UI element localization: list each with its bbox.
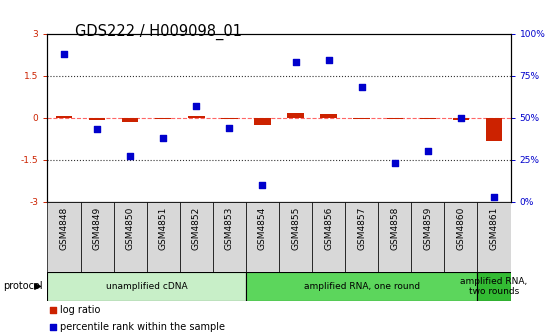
Bar <box>486 118 502 141</box>
Bar <box>188 116 205 118</box>
Text: GSM4851: GSM4851 <box>158 207 168 250</box>
Bar <box>312 202 345 276</box>
Bar <box>345 202 378 276</box>
Bar <box>420 118 436 119</box>
Text: amplified RNA,
two rounds: amplified RNA, two rounds <box>460 277 528 296</box>
Bar <box>155 118 171 119</box>
Bar <box>221 118 238 119</box>
Text: GDS222 / H009098_01: GDS222 / H009098_01 <box>75 24 242 40</box>
Point <box>424 149 432 154</box>
Bar <box>114 202 147 276</box>
Point <box>225 125 234 130</box>
Bar <box>56 116 72 118</box>
Point <box>49 307 57 312</box>
Bar <box>478 272 511 301</box>
Bar <box>287 113 304 118</box>
Bar <box>453 118 469 120</box>
Bar <box>279 202 312 276</box>
Point <box>390 160 399 166</box>
Bar <box>213 202 246 276</box>
Bar <box>89 118 105 120</box>
Point <box>357 85 366 90</box>
Text: GSM4852: GSM4852 <box>192 207 201 250</box>
Point <box>192 103 201 109</box>
Bar <box>180 202 213 276</box>
Text: amplified RNA, one round: amplified RNA, one round <box>304 282 420 291</box>
Bar <box>353 118 370 119</box>
Text: protocol: protocol <box>3 282 42 291</box>
Point <box>158 135 167 140</box>
Bar <box>122 118 138 122</box>
Text: GSM4854: GSM4854 <box>258 207 267 250</box>
Text: GSM4855: GSM4855 <box>291 207 300 250</box>
Text: GSM4850: GSM4850 <box>126 207 134 250</box>
Bar <box>411 202 444 276</box>
Bar <box>478 202 511 276</box>
Bar <box>147 202 180 276</box>
Text: GSM4858: GSM4858 <box>390 207 400 250</box>
Point <box>324 58 333 63</box>
Point <box>126 154 134 159</box>
Text: GSM4856: GSM4856 <box>324 207 333 250</box>
Bar <box>80 202 114 276</box>
Point <box>60 51 69 56</box>
Bar <box>320 114 337 118</box>
Text: GSM4861: GSM4861 <box>489 207 498 250</box>
Bar <box>444 202 478 276</box>
Bar <box>246 202 279 276</box>
Bar <box>246 272 478 301</box>
Text: log ratio: log ratio <box>60 305 101 315</box>
Point <box>456 115 465 120</box>
Text: GSM4848: GSM4848 <box>60 207 69 250</box>
Text: GSM4859: GSM4859 <box>424 207 432 250</box>
Text: GSM4857: GSM4857 <box>357 207 366 250</box>
Bar <box>47 202 80 276</box>
Point <box>93 127 102 132</box>
Text: GSM4853: GSM4853 <box>225 207 234 250</box>
Bar <box>47 272 246 301</box>
Bar <box>387 118 403 119</box>
Point <box>489 194 498 199</box>
Point <box>291 59 300 65</box>
Bar <box>378 202 411 276</box>
Text: GSM4849: GSM4849 <box>93 207 102 250</box>
Point <box>258 182 267 187</box>
Text: percentile rank within the sample: percentile rank within the sample <box>60 322 225 332</box>
Point <box>49 324 57 329</box>
Text: unamplified cDNA: unamplified cDNA <box>106 282 187 291</box>
Text: GSM4860: GSM4860 <box>456 207 465 250</box>
Bar <box>254 118 271 125</box>
